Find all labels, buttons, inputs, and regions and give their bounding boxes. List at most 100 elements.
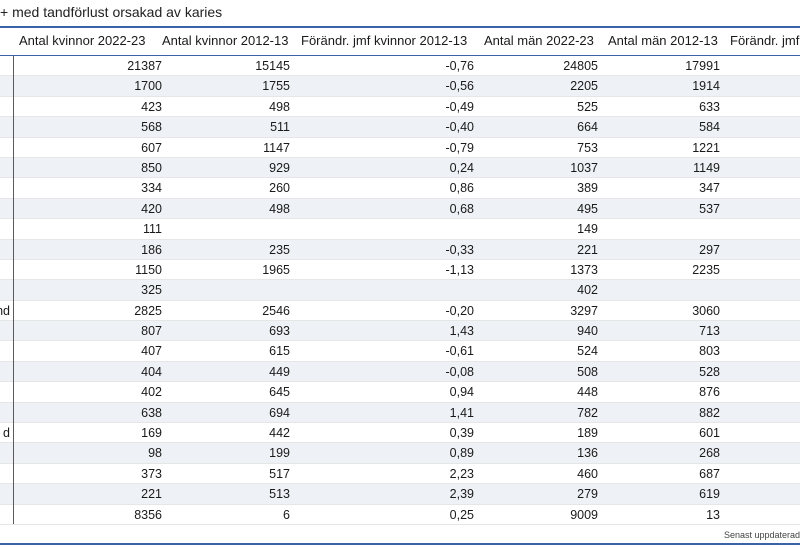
women-change-cell: 0,86	[449, 181, 474, 196]
women-change-cell: 0,68	[449, 201, 474, 216]
men-2012-13-cell: 882	[699, 405, 720, 420]
table-row: 423 498 -0,49 525 633	[0, 97, 800, 118]
table-row: 1150 1965 -1,13 1373 2235	[0, 260, 800, 281]
men-2012-13-cell: 1914	[692, 79, 720, 94]
men-2022-23-cell: 149	[577, 222, 598, 237]
table-row: 402 645 0,94 448 876	[0, 382, 800, 403]
table-row: 186 235 -0,33 221 297	[0, 239, 800, 260]
men-2012-13-cell: 713	[699, 324, 720, 339]
women-2022-23-cell: 407	[141, 344, 162, 359]
men-2012-13-cell: 17991	[685, 59, 720, 73]
women-2022-23-cell: 420	[141, 201, 162, 216]
report-title: + med tandförlust orsakad av karies	[0, 4, 223, 20]
women-2022-23-cell: 325	[141, 283, 162, 298]
men-2012-13-cell: 687	[699, 466, 720, 481]
women-2022-23-cell: 423	[141, 99, 162, 114]
women-change-cell: 1,41	[449, 405, 474, 420]
table-row: 404 449 -0,08 508 528	[0, 361, 800, 383]
women-2022-23-cell: 373	[141, 466, 162, 481]
col-header-women-2012-13[interactable]: Antal kvinnor 2012-13	[162, 33, 289, 48]
table-row: 1700 1755 -0,56 2205 1914	[0, 76, 800, 97]
table-row: 420 498 0,68 495 537	[0, 198, 800, 220]
table-row: 607 1147 -0,79 753 1221	[0, 138, 800, 158]
col-header-men-change[interactable]: Förändr. jmf	[730, 33, 800, 48]
women-2022-23-cell: 186	[141, 242, 162, 257]
women-change-cell: -0,20	[445, 303, 475, 318]
header-separator	[0, 55, 800, 56]
women-2012-13-cell: 260	[269, 181, 290, 196]
men-2022-23-cell: 1373	[570, 262, 598, 277]
women-2022-23-cell: 98	[148, 446, 162, 461]
men-2012-13-cell: 13	[706, 507, 720, 522]
women-2012-13-cell: 442	[269, 426, 290, 441]
men-2022-23-cell: 402	[577, 283, 598, 298]
women-2012-13-cell: 511	[270, 120, 290, 135]
table-row: nd 2825 2546 -0,20 3297 3060	[0, 301, 800, 322]
men-2022-23-cell: 524	[577, 344, 598, 359]
women-change-cell: 0,89	[449, 446, 474, 461]
table-row: 334 260 0,86 389 347	[0, 178, 800, 199]
table-row: 638 694 1,41 782 882	[0, 402, 800, 424]
women-2012-13-cell: 2546	[262, 303, 290, 318]
table-body: 21387 15145 -0,76 24805 17991 1700 1755 -0,56 22…	[0, 56, 800, 525]
col-header-women-2022-23[interactable]: Antal kvinnor 2022-23	[19, 33, 146, 48]
men-2012-13-cell: 1221	[692, 140, 720, 155]
women-change-cell: -1,13	[445, 262, 475, 277]
men-2022-23-cell: 495	[577, 201, 598, 216]
men-2022-23-cell: 3297	[570, 303, 598, 318]
women-change-cell: -0,40	[445, 120, 475, 135]
men-2012-13-cell: 347	[699, 181, 720, 196]
row-label: d	[3, 426, 10, 441]
men-2012-13-cell: 2235	[692, 262, 720, 277]
women-2022-23-cell: 21387	[127, 59, 162, 73]
men-2022-23-cell: 664	[577, 120, 598, 135]
table-row: 568 511 -0,40 664 584	[0, 117, 800, 138]
men-2022-23-cell: 1037	[570, 160, 598, 175]
women-change-cell: -0,61	[445, 344, 475, 359]
women-change-cell: -0,33	[445, 242, 475, 257]
men-2012-13-cell: 297	[699, 242, 720, 257]
table-row: 221 513 2,39 279 619	[0, 484, 800, 505]
women-2022-23-cell: 221	[141, 487, 162, 502]
table-row: 807 693 1,43 940 713	[0, 321, 800, 342]
women-change-cell: -0,08	[445, 364, 475, 379]
table-row: 21387 15145 -0,76 24805 17991	[0, 56, 800, 77]
women-2012-13-cell: 1965	[262, 262, 290, 277]
women-2022-23-cell: 402	[141, 385, 162, 400]
men-2022-23-cell: 389	[577, 181, 598, 196]
men-2012-13-cell: 876	[699, 385, 720, 400]
women-2022-23-cell: 638	[141, 405, 162, 420]
women-2022-23-cell: 1700	[134, 79, 162, 94]
men-2012-13-cell: 1149	[693, 160, 720, 175]
women-2012-13-cell: 6	[283, 507, 290, 522]
women-2022-23-cell: 850	[141, 160, 162, 175]
women-2012-13-cell: 199	[269, 446, 290, 461]
table-row: 325 402	[0, 280, 800, 301]
table-row: 111 149	[0, 219, 800, 240]
women-change-cell: 2,39	[449, 487, 474, 502]
last-updated-note: Senast uppdaterad	[723, 530, 800, 540]
col-header-women-change[interactable]: Förändr. jmf kvinnor 2012-13	[301, 33, 468, 48]
women-change-cell: 0,25	[449, 507, 474, 522]
women-change-cell: 2,23	[449, 466, 474, 481]
men-2022-23-cell: 508	[577, 364, 598, 379]
women-2022-23-cell: 8356	[134, 507, 162, 522]
men-2012-13-cell: 619	[699, 487, 720, 502]
col-header-men-2012-13[interactable]: Antal män 2012-13	[608, 33, 718, 48]
men-2012-13-cell: 601	[699, 426, 720, 441]
women-2022-23-cell: 111	[142, 222, 162, 237]
col-header-men-2022-23[interactable]: Antal män 2022-23	[484, 33, 594, 48]
men-2022-23-cell: 448	[577, 385, 598, 400]
men-2022-23-cell: 2205	[570, 79, 598, 94]
women-2012-13-cell: 15145	[255, 59, 290, 73]
women-2012-13-cell: 929	[269, 160, 290, 175]
women-2012-13-cell: 517	[269, 466, 290, 481]
women-change-cell: 0,24	[449, 160, 474, 175]
women-change-cell: 1,43	[449, 324, 474, 339]
women-2012-13-cell: 615	[269, 344, 290, 359]
women-2022-23-cell: 568	[141, 120, 162, 135]
table-row: 98 199 0,89 136 268	[0, 443, 800, 464]
women-2012-13-cell: 498	[269, 99, 290, 114]
women-2012-13-cell: 235	[269, 242, 290, 257]
men-2012-13-cell: 633	[699, 99, 720, 114]
